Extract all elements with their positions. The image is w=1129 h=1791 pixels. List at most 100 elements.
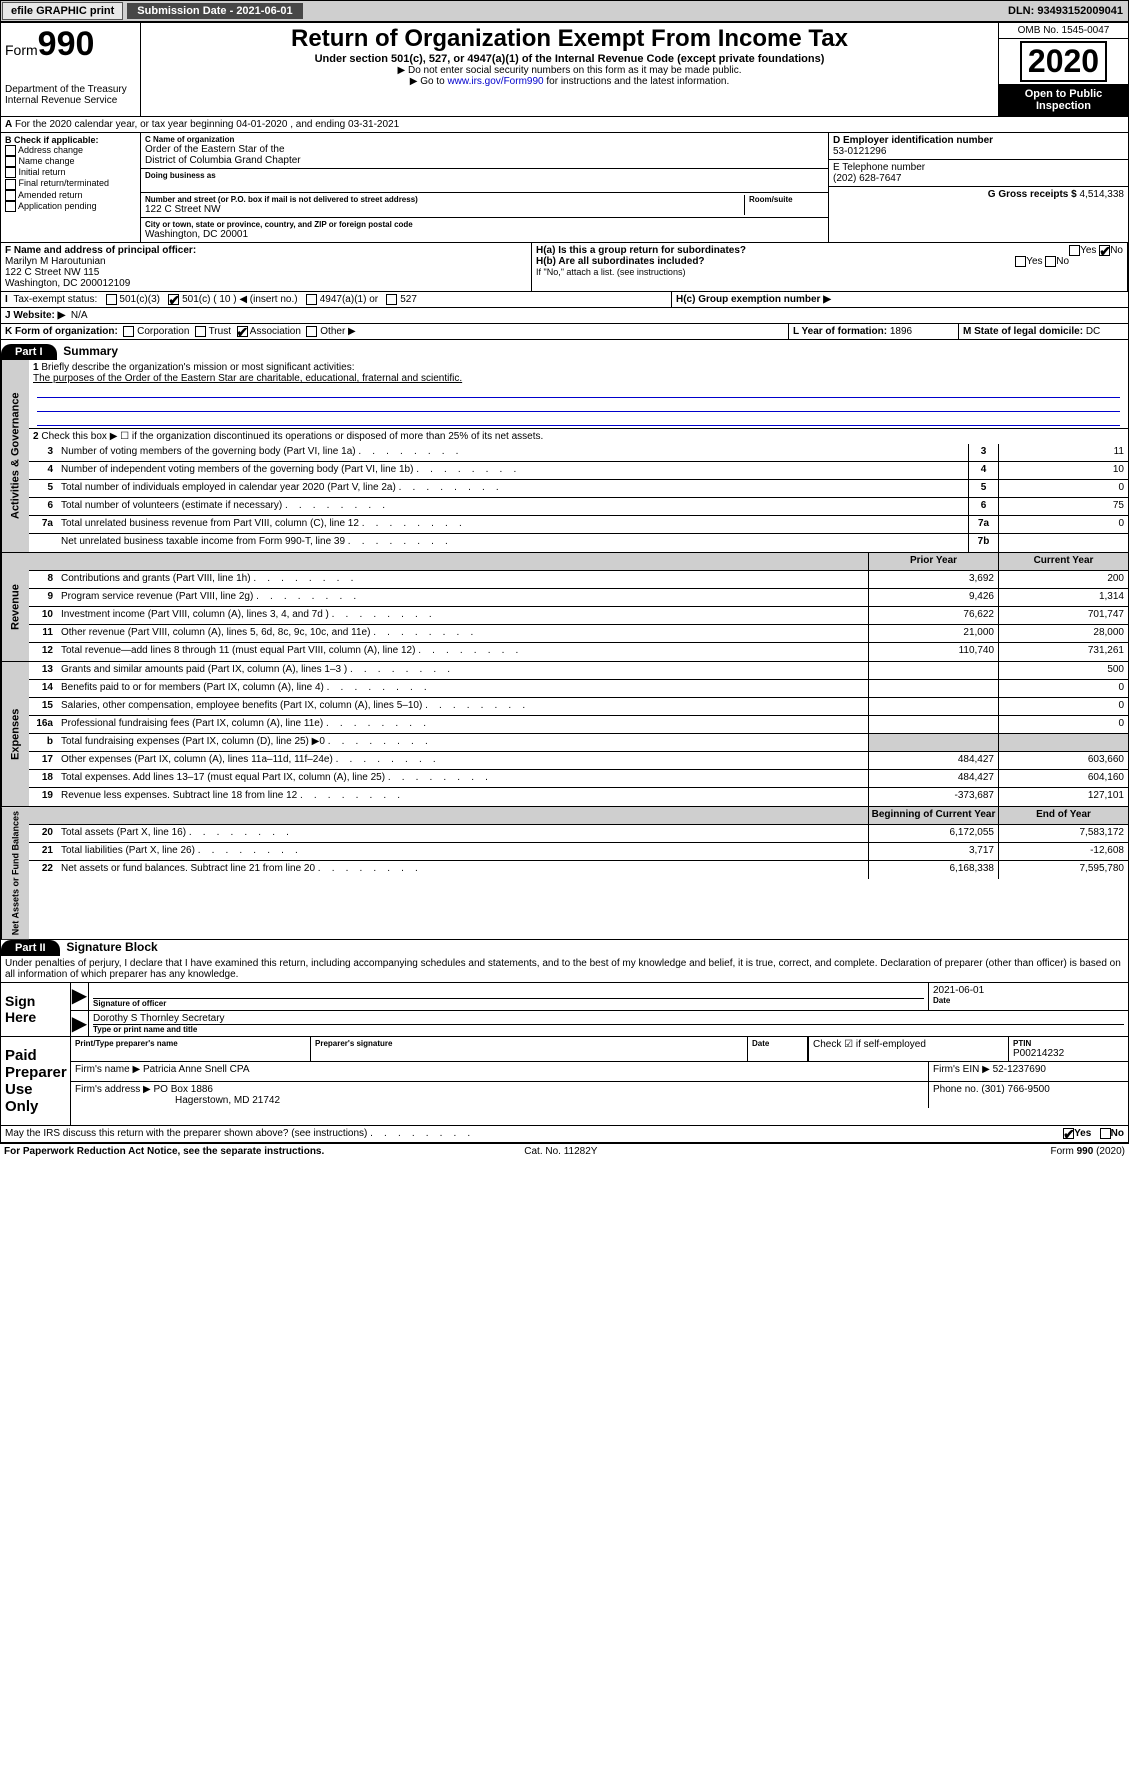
- check-app-pending[interactable]: [5, 201, 16, 212]
- check-4947[interactable]: [306, 294, 317, 305]
- line-6: 6 Total number of volunteers (estimate i…: [29, 498, 1128, 516]
- check-final-return[interactable]: [5, 179, 16, 190]
- city-state-zip: Washington, DC 20001: [145, 229, 824, 240]
- discuss-no[interactable]: [1100, 1128, 1111, 1139]
- line-17: 17 Other expenses (Part IX, column (A), …: [29, 752, 1128, 770]
- website-row: J Website: ▶ N/A: [0, 308, 1129, 324]
- line-4: 4 Number of independent voting members o…: [29, 462, 1128, 480]
- line-7a: 7a Total unrelated business revenue from…: [29, 516, 1128, 534]
- gov-section: Activities & Governance 1 Briefly descri…: [0, 360, 1129, 553]
- check-501c[interactable]: [168, 294, 179, 305]
- sig-officer-label: Signature of officer: [93, 999, 924, 1008]
- dba-label: Doing business as: [145, 171, 824, 180]
- line-16a: 16a Professional fundraising fees (Part …: [29, 716, 1128, 734]
- line-5: 5 Total number of individuals employed i…: [29, 480, 1128, 498]
- line-b: b Total fundraising expenses (Part IX, c…: [29, 734, 1128, 752]
- col-current: Current Year: [998, 553, 1128, 570]
- line-15: 15 Salaries, other compensation, employe…: [29, 698, 1128, 716]
- arrow-icon: ▶: [71, 1011, 89, 1036]
- footer-cat: Cat. No. 11282Y: [524, 1146, 597, 1157]
- vlabel-net: Net Assets or Fund Balances: [1, 807, 29, 939]
- ein-label: D Employer identification number: [833, 135, 993, 146]
- phone-value: (202) 628-7647: [833, 173, 901, 184]
- line-13: 13 Grants and similar amounts paid (Part…: [29, 662, 1128, 680]
- firm-phone: (301) 766-9500: [981, 1084, 1049, 1095]
- subtitle-3: ▶ Go to www.irs.gov/Form990 for instruct…: [147, 76, 992, 87]
- firm-city: Hagerstown, MD 21742: [175, 1095, 280, 1106]
- form-header: Form990 Department of the Treasury Inter…: [0, 22, 1129, 117]
- officer-typed-name: Dorothy S Thornley Secretary: [93, 1013, 1124, 1025]
- paid-preparer-block: Paid Preparer Use Only Print/Type prepar…: [0, 1037, 1129, 1126]
- part1-title: Summary: [63, 344, 118, 358]
- expenses-section: Expenses 13 Grants and similar amounts p…: [0, 662, 1129, 807]
- officer-addr1: 122 C Street NW 115: [5, 267, 99, 278]
- check-initial-return[interactable]: [5, 167, 16, 178]
- klm-row: K Form of organization: Corporation Trus…: [0, 324, 1129, 340]
- ptin-label: PTIN: [1013, 1039, 1124, 1048]
- form-number: Form990: [5, 25, 136, 64]
- entity-block: B Check if applicable: Address change Na…: [0, 133, 1129, 243]
- line-3: 3 Number of voting members of the govern…: [29, 444, 1128, 462]
- q1-label: Briefly describe the organization's miss…: [41, 362, 354, 373]
- hb-label: H(b) Are all subordinates included?: [536, 256, 705, 267]
- tax-year: 2020: [1020, 41, 1107, 82]
- check-corp[interactable]: [123, 326, 134, 337]
- q1-answer: The purposes of the Order of the Eastern…: [33, 373, 462, 384]
- prep-sig-label: Preparer's signature: [315, 1039, 743, 1048]
- org-name-label: C Name of organization: [145, 135, 824, 144]
- check-501c3[interactable]: [106, 294, 117, 305]
- firm-ein: 52-1237690: [993, 1064, 1046, 1075]
- arrow-icon: ▶: [71, 983, 89, 1010]
- line-10: 10 Investment income (Part VIII, column …: [29, 607, 1128, 625]
- form-title: Return of Organization Exempt From Incom…: [147, 25, 992, 53]
- sig-date-value: 2021-06-01: [933, 985, 1124, 996]
- revenue-section: Revenue Prior Year Current Year 8 Contri…: [0, 553, 1129, 662]
- ha-yes[interactable]: [1069, 245, 1080, 256]
- part1-header: Part I: [1, 344, 57, 360]
- check-other[interactable]: [306, 326, 317, 337]
- period-row: A For the 2020 calendar year, or tax yea…: [0, 117, 1129, 133]
- box-b: B Check if applicable: Address change Na…: [1, 133, 141, 242]
- check-527[interactable]: [386, 294, 397, 305]
- room-label: Room/suite: [749, 195, 824, 204]
- discuss-yes[interactable]: [1063, 1128, 1074, 1139]
- footer: For Paperwork Reduction Act Notice, see …: [0, 1143, 1129, 1159]
- check-amended[interactable]: [5, 190, 16, 201]
- check-address-change[interactable]: [5, 145, 16, 156]
- efile-button[interactable]: efile GRAPHIC print: [2, 2, 123, 20]
- perjury-text: Under penalties of perjury, I declare th…: [0, 956, 1129, 983]
- officer-label: F Name and address of principal officer:: [5, 245, 196, 256]
- submission-date: Submission Date - 2021-06-01: [127, 3, 302, 19]
- year-formation: 1896: [890, 326, 912, 337]
- line-20: 20 Total assets (Part X, line 16) 6,172,…: [29, 825, 1128, 843]
- check-self-employed[interactable]: Check ☑ if self-employed: [813, 1039, 1004, 1050]
- line-21: 21 Total liabilities (Part X, line 26) 3…: [29, 843, 1128, 861]
- street-label: Number and street (or P.O. box if mail i…: [145, 195, 744, 204]
- col-begin: Beginning of Current Year: [868, 807, 998, 824]
- sign-here-label: Sign Here: [1, 983, 71, 1036]
- paid-preparer-label: Paid Preparer Use Only: [1, 1037, 71, 1125]
- check-assoc[interactable]: [237, 326, 248, 337]
- check-name-change[interactable]: [5, 156, 16, 167]
- dept-treasury: Department of the Treasury Internal Reve…: [5, 84, 136, 106]
- check-trust[interactable]: [195, 326, 206, 337]
- footer-left: For Paperwork Reduction Act Notice, see …: [4, 1146, 324, 1157]
- ha-label: H(a) Is this a group return for subordin…: [536, 245, 746, 256]
- sig-date-label: Date: [933, 996, 1124, 1005]
- prep-date-label: Date: [752, 1039, 803, 1048]
- state-domicile: DC: [1086, 326, 1100, 337]
- q2-text: Check this box ▶ ☐ if the organization d…: [41, 431, 543, 442]
- line-11: 11 Other revenue (Part VIII, column (A),…: [29, 625, 1128, 643]
- top-bar: efile GRAPHIC print Submission Date - 20…: [0, 0, 1129, 22]
- type-name-label: Type or print name and title: [93, 1025, 1124, 1034]
- line-18: 18 Total expenses. Add lines 13–17 (must…: [29, 770, 1128, 788]
- vlabel-rev: Revenue: [1, 553, 29, 661]
- hb-no[interactable]: [1045, 256, 1056, 267]
- officer-addr2: Washington, DC 200012109: [5, 278, 130, 289]
- ha-no[interactable]: [1099, 245, 1110, 256]
- part2-header: Part II: [1, 940, 60, 956]
- irs-link[interactable]: www.irs.gov/Form990: [447, 76, 543, 87]
- discuss-row: May the IRS discuss this return with the…: [0, 1126, 1129, 1142]
- hb-yes[interactable]: [1015, 256, 1026, 267]
- city-label: City or town, state or province, country…: [145, 220, 824, 229]
